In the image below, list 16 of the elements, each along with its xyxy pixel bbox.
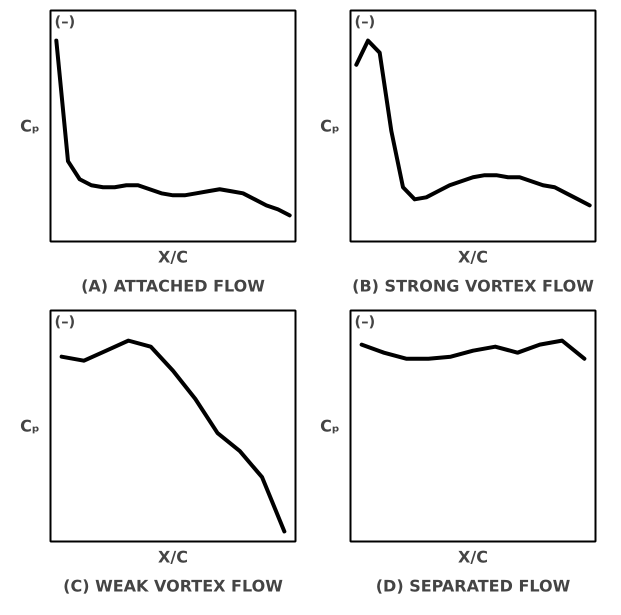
text: (B) STRONG VORTEX FLOW <box>352 276 594 296</box>
text: (–) <box>354 314 376 330</box>
x-axis-title: X/C <box>158 548 188 566</box>
text: (–) <box>54 14 76 30</box>
text: (–) <box>54 314 76 330</box>
y-axis-title: Cₚ <box>320 116 340 136</box>
text: (–) <box>354 14 376 30</box>
x-axis-title: X/C <box>158 248 188 266</box>
y-axis-title: Cₚ <box>20 416 40 436</box>
y-axis-title: Cₚ <box>320 416 340 436</box>
text: (C) WEAK VORTEX FLOW <box>63 576 284 596</box>
x-axis-title: X/C <box>458 248 488 266</box>
x-axis-title: X/C <box>458 548 488 566</box>
text: (A) ATTACHED FLOW <box>81 276 266 296</box>
text: (D) SEPARATED FLOW <box>376 576 571 596</box>
y-axis-title: Cₚ <box>20 116 40 136</box>
